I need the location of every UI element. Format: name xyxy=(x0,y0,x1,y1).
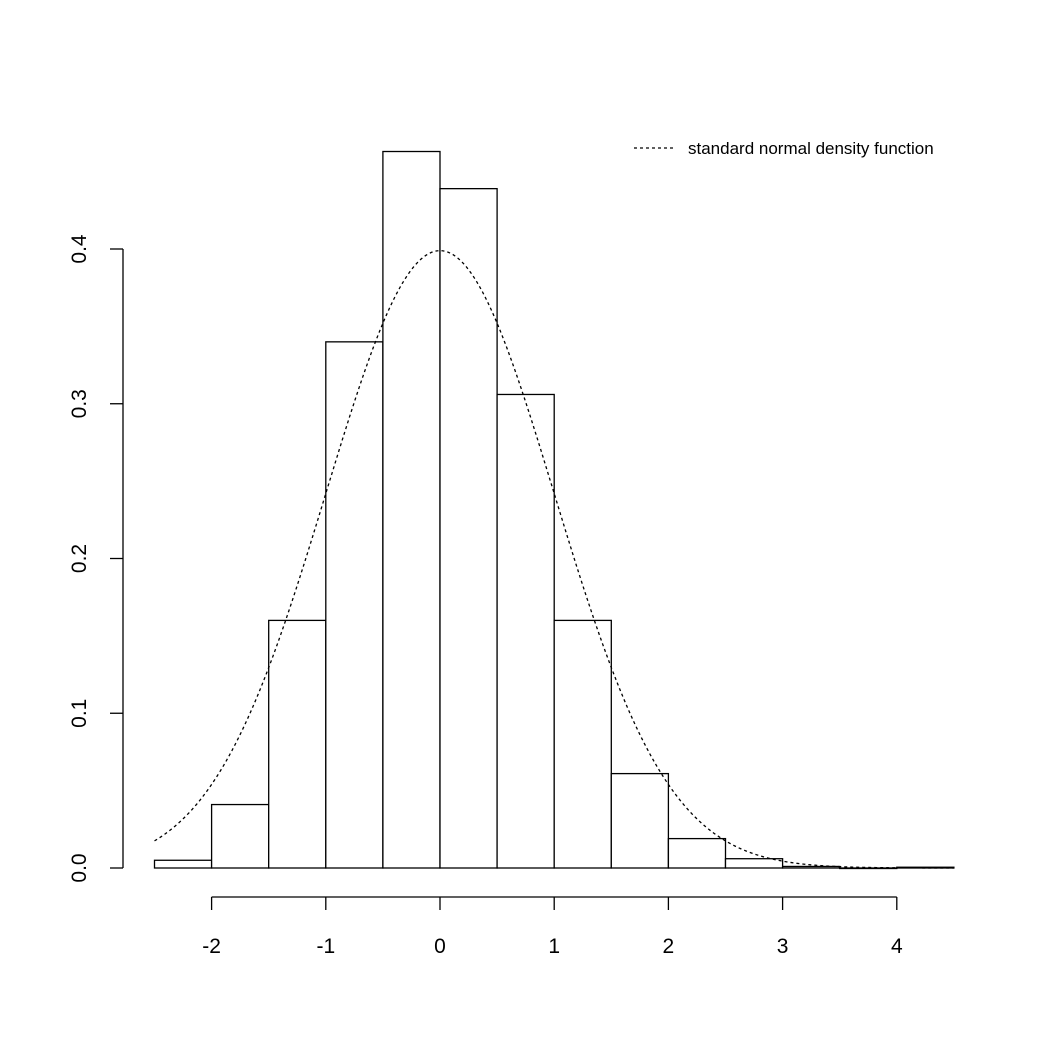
histogram-bar xyxy=(553,619,612,869)
x-tick-label: -2 xyxy=(202,935,221,958)
y-tick-label: 0.0 xyxy=(68,853,91,882)
y-axis: 0.0 0.1 0.2 0.3 0.4 xyxy=(68,234,124,883)
density-curve xyxy=(154,249,954,869)
x-tick-label: 1 xyxy=(548,935,560,958)
histogram-bar xyxy=(610,772,670,869)
histogram-bar xyxy=(439,187,498,869)
y-tick-label: 0.3 xyxy=(68,389,91,418)
y-tick-label: 0.4 xyxy=(68,234,91,264)
histogram-bar xyxy=(667,837,727,869)
x-tick-label: -1 xyxy=(316,935,335,958)
histogram-bar xyxy=(153,859,213,869)
histogram-bar xyxy=(268,619,327,869)
x-tick-label: 4 xyxy=(891,935,903,958)
histogram-bar xyxy=(210,803,270,869)
y-tick-label: 0.1 xyxy=(68,699,91,728)
x-tick-label: 2 xyxy=(663,935,675,958)
histogram-bar xyxy=(781,865,841,869)
legend-label: standard normal density function xyxy=(688,139,934,158)
x-tick-label: 3 xyxy=(777,935,789,958)
x-tick-label: 0 xyxy=(434,935,446,958)
y-tick-label: 0.2 xyxy=(68,544,91,573)
x-axis: -2 -1 0 1 2 3 4 xyxy=(202,896,903,958)
legend: standard normal density function xyxy=(634,139,934,158)
histogram-bar xyxy=(382,150,441,869)
histogram-bar xyxy=(724,858,784,869)
histogram-bars xyxy=(153,150,955,870)
histogram-bar xyxy=(496,393,555,869)
histogram-bar xyxy=(325,341,384,869)
